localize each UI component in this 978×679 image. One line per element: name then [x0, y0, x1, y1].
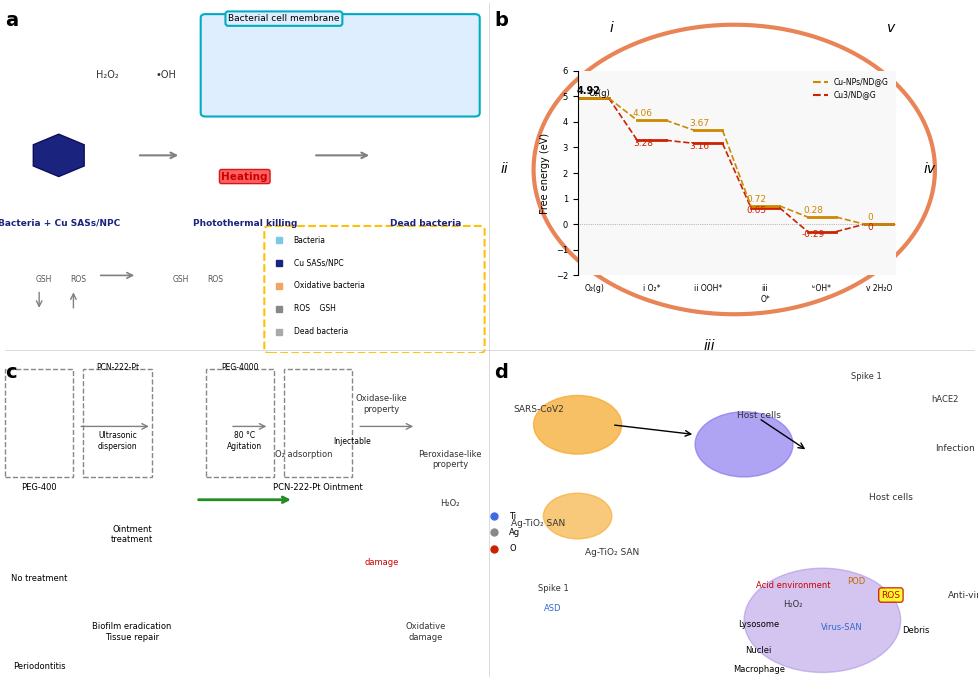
FancyBboxPatch shape [5, 369, 73, 477]
Text: 3.67: 3.67 [689, 120, 709, 128]
Text: iii
O*: iii O* [760, 285, 769, 304]
Text: Biofilm eradication
Tissue repair: Biofilm eradication Tissue repair [92, 623, 172, 642]
FancyBboxPatch shape [264, 226, 484, 353]
Text: i O₂*: i O₂* [643, 285, 659, 293]
Text: Spike 1: Spike 1 [537, 584, 568, 593]
Text: Oxidative
damage: Oxidative damage [405, 623, 446, 642]
Text: 0: 0 [867, 223, 872, 232]
Text: O₂(g): O₂(g) [584, 285, 604, 293]
Text: Heating: Heating [221, 172, 268, 181]
Text: d: d [494, 363, 508, 382]
Text: hACE2: hACE2 [930, 395, 957, 404]
Text: Injectable: Injectable [333, 437, 371, 445]
Text: •OH: •OH [156, 70, 177, 79]
Circle shape [543, 493, 611, 539]
Text: GSH: GSH [36, 276, 52, 285]
Text: damage: damage [364, 558, 399, 567]
Text: ii: ii [500, 162, 508, 177]
Text: PEG-4000: PEG-4000 [221, 363, 258, 372]
FancyBboxPatch shape [205, 369, 274, 477]
Text: Photothermal killing: Photothermal killing [193, 219, 296, 228]
Text: H₂O₂: H₂O₂ [96, 70, 119, 79]
Text: i: i [609, 21, 613, 35]
Text: a: a [5, 11, 18, 30]
Text: Oxidase-like
property: Oxidase-like property [356, 394, 407, 414]
Text: Bacterial cell membrane: Bacterial cell membrane [228, 14, 339, 23]
FancyBboxPatch shape [83, 369, 152, 477]
Text: Ag-TiO₂ SAN: Ag-TiO₂ SAN [584, 548, 639, 557]
Text: ᴵᵛOH*: ᴵᵛOH* [811, 285, 831, 293]
Text: ROS: ROS [70, 276, 86, 285]
Text: Nuclei: Nuclei [745, 646, 771, 655]
Text: Dead bacteria: Dead bacteria [293, 327, 347, 336]
Text: SARS-CoV2: SARS-CoV2 [512, 405, 563, 414]
Text: O: O [509, 544, 515, 553]
Text: H₂O₂: H₂O₂ [440, 499, 460, 509]
Text: ROS: ROS [207, 276, 223, 285]
Text: O₂(g): O₂(g) [589, 89, 610, 98]
Text: iv: iv [923, 162, 935, 177]
Text: v 2H₂O: v 2H₂O [865, 285, 891, 293]
Text: Ag: Ag [509, 528, 519, 537]
Text: Ultrasonic
dispersion: Ultrasonic dispersion [98, 431, 137, 451]
Text: b: b [494, 11, 508, 30]
Text: Oxidative bacteria: Oxidative bacteria [293, 282, 364, 291]
Text: GSH: GSH [173, 276, 189, 285]
Circle shape [533, 395, 621, 454]
Text: Cu SASs/NPC: Cu SASs/NPC [293, 259, 343, 268]
Text: Bacteria + Cu SASs/NPC: Bacteria + Cu SASs/NPC [0, 219, 119, 228]
Text: PCN-222-Pt Ointment: PCN-222-Pt Ointment [273, 483, 363, 492]
Text: Dead bacteria: Dead bacteria [390, 219, 461, 228]
FancyBboxPatch shape [284, 369, 352, 477]
Text: iii: iii [703, 339, 715, 353]
Text: ROS: ROS [880, 591, 900, 600]
Circle shape [694, 411, 792, 477]
Text: v: v [886, 21, 894, 35]
Text: ROS    GSH: ROS GSH [293, 304, 335, 314]
Text: POD: POD [847, 577, 865, 587]
Text: Acid environment: Acid environment [755, 581, 829, 590]
Text: Bacteria: Bacteria [293, 236, 326, 244]
Text: 4.06: 4.06 [633, 109, 652, 118]
Text: Ointment
treatment: Ointment treatment [111, 525, 154, 544]
Text: No treatment: No treatment [11, 574, 67, 583]
Text: Infection: Infection [934, 444, 973, 453]
Y-axis label: Free energy (eV): Free energy (eV) [540, 132, 550, 214]
Text: Peroxidase-like
property: Peroxidase-like property [419, 449, 481, 469]
Text: Host cells: Host cells [736, 411, 779, 420]
Text: PCN-222-Pt: PCN-222-Pt [96, 363, 139, 372]
Text: Spike 1: Spike 1 [850, 372, 881, 381]
Text: H₂O₂: H₂O₂ [782, 600, 802, 609]
Circle shape [743, 568, 900, 672]
Text: O₂ adsorption: O₂ adsorption [275, 450, 332, 460]
Text: Ti: Ti [509, 511, 515, 521]
Text: 0.72: 0.72 [746, 195, 766, 204]
Text: c: c [5, 363, 17, 382]
Text: Lysosome: Lysosome [737, 620, 778, 629]
Text: -0.29: -0.29 [801, 230, 824, 239]
Text: 0.28: 0.28 [803, 206, 822, 215]
Text: Anti-virus: Anti-virus [947, 591, 978, 600]
Text: 80 °C
Agitation: 80 °C Agitation [227, 431, 262, 451]
Text: ASD: ASD [544, 604, 561, 612]
Legend: Cu-NPs/ND@G, Cu3/ND@G: Cu-NPs/ND@G, Cu3/ND@G [809, 75, 891, 103]
Text: ii OOH*: ii OOH* [693, 285, 722, 293]
Text: Macrophage: Macrophage [732, 665, 784, 674]
FancyBboxPatch shape [200, 14, 479, 117]
Text: 3.28: 3.28 [633, 139, 652, 148]
Text: Debris: Debris [901, 626, 928, 636]
Text: Host cells: Host cells [868, 493, 911, 502]
Text: 3.16: 3.16 [689, 142, 709, 151]
Text: Periodontitis: Periodontitis [13, 662, 66, 672]
Text: Ag-TiO₂ SAN: Ag-TiO₂ SAN [511, 519, 565, 528]
Text: 4.92: 4.92 [576, 86, 600, 96]
Text: PEG-400: PEG-400 [22, 483, 57, 492]
Text: 0: 0 [867, 213, 872, 222]
Text: 0.65: 0.65 [746, 206, 766, 215]
Text: Virus-SAN: Virus-SAN [821, 623, 862, 632]
